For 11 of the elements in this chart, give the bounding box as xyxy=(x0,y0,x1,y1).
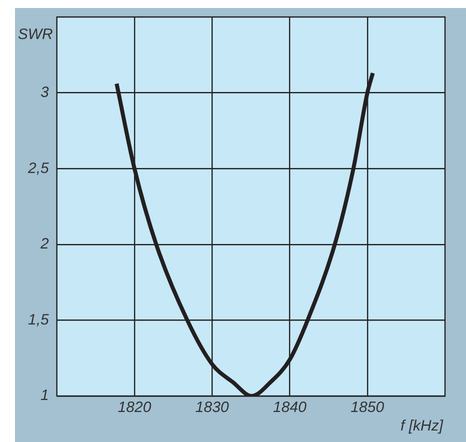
y-tick-label: 2,5 xyxy=(26,160,50,177)
y-tick-label: 2 xyxy=(40,236,50,253)
x-axis-title: f [kHz] xyxy=(400,418,444,435)
y-tick-label: 1 xyxy=(40,387,49,404)
y-tick-label: 1,5 xyxy=(28,311,50,328)
y-axis-title: SWR xyxy=(18,26,54,44)
x-tick-label: 1820 xyxy=(118,399,152,416)
x-tick-label: 1840 xyxy=(273,399,308,416)
x-tick-label: 1830 xyxy=(195,399,230,416)
x-tick-label: 1850 xyxy=(350,399,385,416)
y-tick-label: 3 xyxy=(40,84,50,101)
